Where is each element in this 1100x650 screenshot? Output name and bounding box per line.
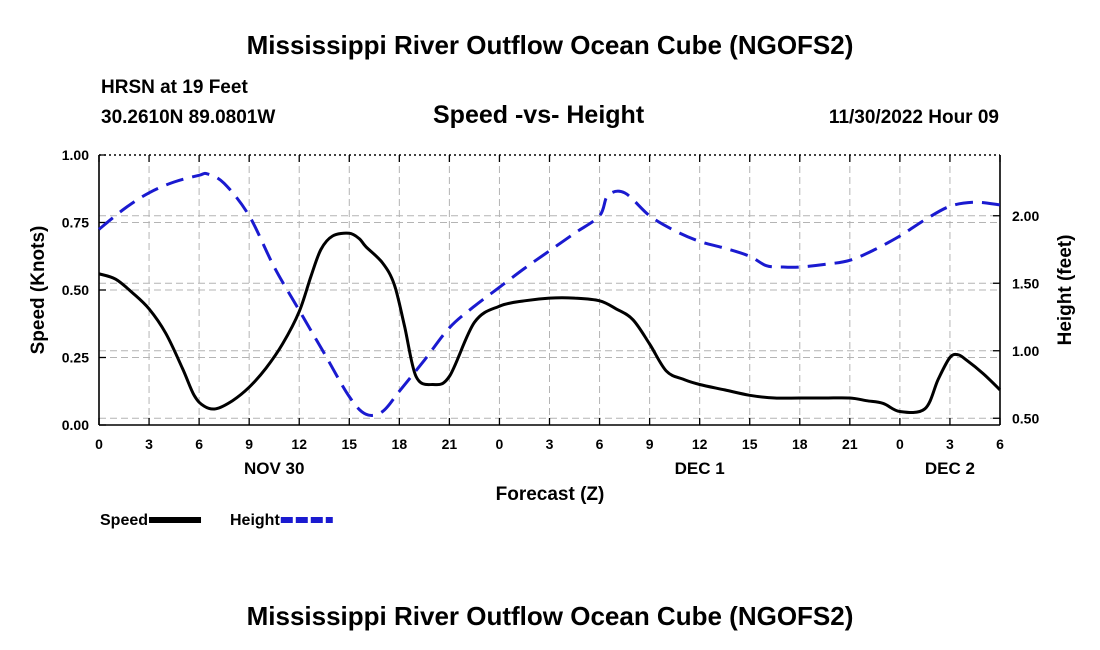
legend-label-height: Height xyxy=(230,512,280,529)
x-tick-label: 6 xyxy=(996,436,1004,452)
x-tick-label: 3 xyxy=(145,436,153,452)
x-tick-label: 21 xyxy=(842,436,858,452)
date-label: DEC 1 xyxy=(675,459,725,478)
x-axis-label: Forecast (Z) xyxy=(496,484,605,505)
y2-axis-label: Height (feet) xyxy=(1055,235,1076,346)
x-tick-label: 6 xyxy=(596,436,604,452)
x-tick-label: 21 xyxy=(442,436,458,452)
x-tick-label: 0 xyxy=(496,436,504,452)
station-coordinates: 30.2610N 89.0801W xyxy=(101,107,276,128)
y-tick-label: 0.00 xyxy=(62,417,89,433)
x-tick-label: 15 xyxy=(742,436,758,452)
x-tick-label: 3 xyxy=(546,436,554,452)
date-label: NOV 30 xyxy=(244,459,304,478)
forecast-timestamp: 11/30/2022 Hour 09 xyxy=(828,107,999,128)
x-tick-label: 3 xyxy=(946,436,954,452)
legend-label-speed: Speed xyxy=(100,512,148,529)
series-speed-line xyxy=(98,231,1002,415)
y-tick-label: 0.25 xyxy=(62,350,89,366)
chart-subtitle: Speed -vs- Height xyxy=(433,101,645,129)
grid xyxy=(99,155,1000,425)
x-tick-label: 12 xyxy=(692,436,708,452)
legend: Speed Height xyxy=(100,512,333,529)
x-tick-label: 18 xyxy=(392,436,408,452)
x-tick-label: 6 xyxy=(195,436,203,452)
y-tick-label: 1.00 xyxy=(62,147,89,163)
x-tick-label: 9 xyxy=(245,436,253,452)
series-height-line xyxy=(98,171,1001,417)
series xyxy=(98,171,1002,417)
y2-tick-label: 2.00 xyxy=(1012,208,1039,224)
station-label: HRSN at 19 Feet xyxy=(101,77,248,98)
y-tick-label: 0.50 xyxy=(62,282,89,298)
x-tick-label: 0 xyxy=(896,436,904,452)
axes: 0 3 6 9 12 15 18 21 0 3 6 9 12 15 18 21 0 3 6 0.00 0.25 0.50 0… xyxy=(62,147,1040,478)
y-tick-label: 0.75 xyxy=(62,215,89,231)
x-tick-label: 15 xyxy=(341,436,357,452)
x-tick-label: 12 xyxy=(291,436,307,452)
x-tick-label: 9 xyxy=(646,436,654,452)
x-tick-label: 18 xyxy=(792,436,808,452)
page-title-repeat: Mississippi River Outflow Ocean Cube (NG… xyxy=(246,601,854,631)
date-label: DEC 2 xyxy=(925,459,975,478)
page-title: Mississippi River Outflow Ocean Cube (NG… xyxy=(246,30,854,60)
y2-tick-label: 0.50 xyxy=(1012,410,1039,426)
y-axis-label: Speed (Knots) xyxy=(28,226,49,355)
y2-tick-label: 1.50 xyxy=(1012,275,1039,291)
y2-tick-label: 1.00 xyxy=(1012,343,1039,359)
x-tick-label: 0 xyxy=(95,436,103,452)
